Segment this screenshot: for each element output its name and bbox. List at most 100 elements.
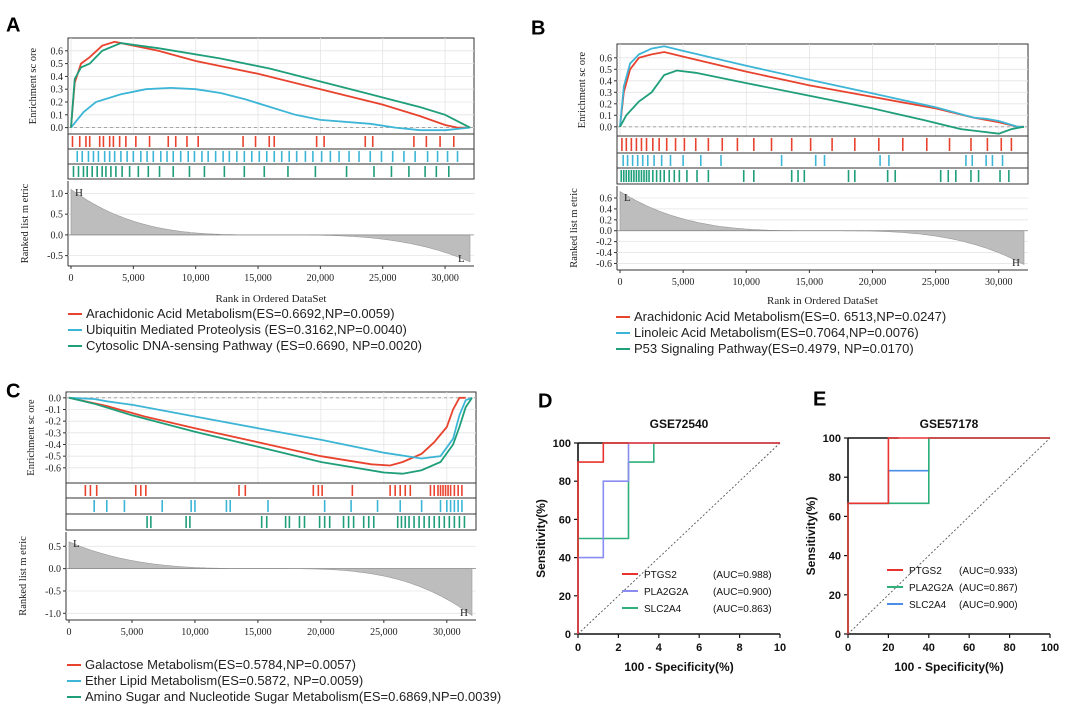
x-tick-label: 4: [656, 642, 663, 654]
legend-entry-3: Amino Sugar and Nucleotide Sugar Metabol…: [85, 689, 501, 704]
es-tick-label: 0.0: [49, 393, 62, 404]
x-tick-label: 0: [69, 273, 74, 284]
y-tick-label: 80: [829, 472, 841, 484]
ranked-metric-area: [68, 541, 473, 617]
rank-tick-label: -0.2: [596, 237, 612, 248]
legend-name-ptgs2: PTGS2: [644, 570, 677, 581]
x-axis-title: 100 - Specificity(%): [894, 660, 1003, 674]
legend-auc-ptgs2: (AUC=0.933): [959, 566, 1018, 577]
y-tick-label: 40: [559, 553, 571, 565]
rank-tick-label: 0.4: [600, 204, 613, 215]
rank-axis-title: Ranked list m etric: [20, 183, 31, 263]
hit-track-2: [67, 148, 475, 165]
rank-end-marker: H: [460, 607, 468, 619]
es-tick-label: -0.4: [45, 440, 61, 451]
legend-entry-2: Ether Lipid Metabolism(ES=0.5872, NP=0.0…: [85, 673, 363, 688]
legend-auc-pla2g2a: (AUC=0.900): [713, 587, 772, 598]
y-tick-label: 0: [565, 629, 571, 641]
y-tick-label: 60: [559, 514, 571, 526]
legend-auc-ptgs2: (AUC=0.988): [713, 570, 772, 581]
legend-name-slc2a4: SLC2A4: [909, 600, 947, 611]
es-tick-label: 0.4: [600, 76, 613, 87]
es-tick-label: 0.3: [600, 88, 613, 99]
es-tick-label: 0.1: [600, 111, 613, 122]
hit-tracks: [67, 133, 475, 180]
x-tick-label: 5,000: [122, 273, 145, 284]
es-curve-1: [619, 51, 1024, 128]
es-tick-label: 0.1: [51, 110, 64, 121]
x-tick-label: 40: [923, 642, 935, 654]
es-axis-title: Enrichment sc ore: [28, 47, 39, 124]
x-tick-label: 20,000: [859, 277, 887, 288]
es-tick-label: 0.2: [600, 99, 613, 110]
es-tick-label: -0.5: [45, 452, 61, 463]
rank-tick-label: 0.6: [600, 194, 613, 205]
es-axis-title: Enrichment sc ore: [577, 51, 588, 128]
legend-entry-1: Arachidonic Acid Metabolism(ES=0. 6513,N…: [634, 309, 946, 324]
x-axis-title: Rank in Ordered DataSet: [216, 293, 327, 305]
legend-entry-1: Arachidonic Acid Metabolism(ES=0.6692,NP…: [86, 306, 395, 321]
x-tick-label: 20: [882, 642, 894, 654]
x-tick-label: 15,000: [796, 277, 824, 288]
hit-track-3: [67, 163, 475, 180]
hit-track-1: [65, 482, 477, 499]
es-tick-label: 0.5: [600, 65, 613, 76]
y-tick-label: 20: [829, 590, 841, 602]
legend-name-pla2g2a: PLA2G2A: [644, 587, 689, 598]
y-tick-label: 60: [829, 511, 841, 523]
legend-entry-2: Linoleic Acid Metabolism(ES=0.7064,NP=0.…: [634, 325, 919, 340]
x-tick-label: 25,000: [370, 627, 398, 638]
rank-tick-label: -1.0: [45, 609, 61, 620]
rank-tick-label: -0.5: [45, 586, 61, 597]
es-tick-label: 0.5: [51, 59, 64, 70]
x-tick-label: 0: [845, 642, 851, 654]
rank-tick-label: 0.5: [49, 542, 62, 553]
legend-auc-pla2g2a: (AUC=0.867): [959, 583, 1018, 594]
roc-curve-ptgs2: [577, 442, 780, 634]
rank-tick-label: 0.2: [600, 215, 613, 226]
y-tick-label: 100: [823, 433, 841, 445]
panel-label: D: [538, 391, 552, 413]
x-tick-label: 6: [696, 642, 702, 654]
es-curve-3: [68, 396, 473, 475]
x-tick-label: 8: [737, 642, 743, 654]
es-tick-label: 0.6: [51, 46, 64, 57]
x-tick-label: 30,000: [433, 627, 461, 638]
x-tick-label: 10,000: [733, 277, 761, 288]
es-curve-1: [68, 396, 466, 467]
es-tick-label: 0.2: [51, 98, 64, 109]
rank-end-marker: L: [458, 253, 465, 265]
rank-tick-label: 0.5: [51, 210, 64, 221]
es-axis-title: Enrichment sc ore: [26, 399, 37, 476]
x-tick-label: 2: [615, 642, 621, 654]
es-tick-label: 0.4: [51, 72, 64, 83]
es-plot-frame: [65, 391, 477, 484]
rank-start-marker: H: [75, 187, 83, 199]
y-tick-label: 100: [553, 438, 571, 450]
x-tick-label: 10,000: [182, 273, 210, 284]
y-tick-label: 0: [835, 629, 841, 641]
roc-title: GSE57178: [920, 417, 979, 431]
x-tick-label: 15,000: [244, 273, 272, 284]
legend-entry-1: Galactose Metabolism(ES=0.5784,NP=0.0057…: [85, 657, 356, 672]
y-tick-label: 20: [559, 591, 571, 603]
es-tick-label: 0.3: [51, 85, 64, 96]
legend-name-slc2a4: SLC2A4: [644, 604, 682, 615]
x-tick-label: 5,000: [121, 627, 144, 638]
panel-label: C: [6, 381, 20, 403]
es-tick-label: -0.1: [45, 405, 61, 416]
hit-track-1: [616, 135, 1029, 154]
x-tick-label: 15,000: [244, 627, 272, 638]
panel-label: A: [6, 15, 20, 37]
es-tick-label: -0.2: [45, 417, 61, 428]
rank-tick-label: 0.0: [49, 564, 62, 575]
legend-name-pla2g2a: PLA2G2A: [909, 583, 954, 594]
x-tick-label: 5,000: [672, 277, 695, 288]
x-tick-label: 25,000: [922, 277, 950, 288]
rank-end-marker: H: [1012, 257, 1020, 269]
legend-entry-3: Cytosolic DNA-sensing Pathway (ES=0.6690…: [86, 338, 422, 353]
rank-tick-label: -0.5: [47, 251, 63, 262]
y-tick-label: 80: [559, 476, 571, 488]
